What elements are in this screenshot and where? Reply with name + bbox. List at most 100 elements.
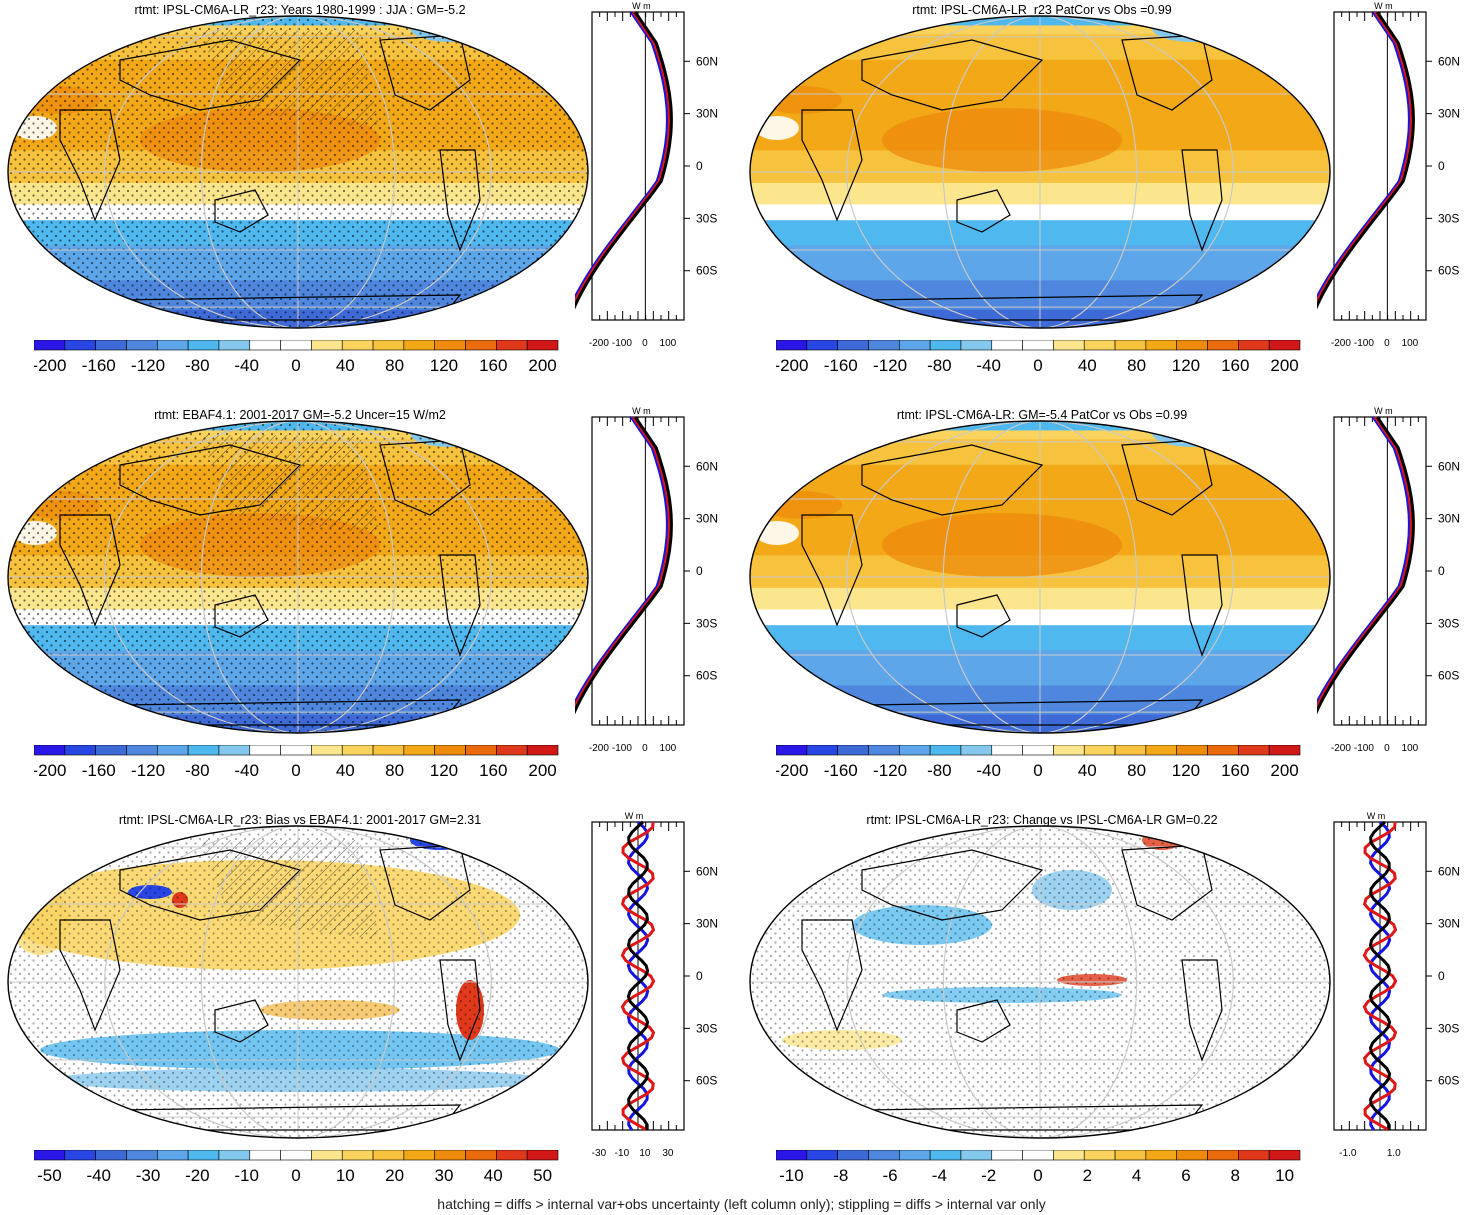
colorbar-swatch	[64, 745, 96, 756]
panel-title: rtmt: IPSL-CM6A-LR_r23: Years 1980-1999 …	[134, 3, 466, 17]
latitude-label: 60N	[696, 864, 718, 878]
colorbar-label: -30	[136, 1166, 161, 1185]
colorbar-label: -80	[185, 356, 210, 375]
colorbar-label: 80	[385, 761, 404, 780]
zonal-mean-profile: W m 60N 30N 0 30S 60S -1.0 1.0	[1333, 811, 1460, 1159]
colorbar-label: 80	[1127, 761, 1146, 780]
panel-title: rtmt: IPSL-CM6A-LR_r23: Bias vs EBAF4.1:…	[118, 813, 482, 827]
colorbar-label: 40	[336, 356, 355, 375]
latitude-label: 0	[696, 969, 703, 983]
colorbar-swatch	[991, 1150, 1023, 1161]
profile-tick-label: 0	[642, 743, 648, 754]
colorbar-swatch	[1145, 745, 1178, 756]
colorbar-swatch	[434, 340, 466, 351]
colorbar-label: 4	[1132, 1166, 1141, 1185]
colorbar-swatch	[64, 340, 96, 351]
latitude-label: 30S	[1438, 616, 1459, 630]
footnote: hatching = diffs > internal var+obs unce…	[437, 1196, 1046, 1212]
colorbar-label: 10	[1275, 1166, 1294, 1185]
profile-unit: W m	[632, 1, 651, 11]
latitude-label: 0	[1438, 159, 1445, 173]
colorbar-swatch	[1176, 1150, 1208, 1161]
profile-tick-label: 0	[1384, 743, 1390, 754]
colorbar-swatch	[1207, 745, 1239, 756]
colorbar-label: 0	[1033, 356, 1042, 375]
colorbar-label: 200	[528, 356, 556, 375]
colorbar-swatch	[280, 1150, 312, 1161]
colorbar-swatch	[1022, 745, 1054, 756]
colorbar: -10 -8 -6 -4 -2 0 2 4 6 8 10	[776, 1150, 1301, 1185]
colorbar-label: -120	[131, 761, 165, 780]
latitude-label: 60S	[696, 264, 717, 278]
colorbar-swatch	[34, 745, 66, 756]
colorbar-swatch	[249, 745, 281, 756]
colorbar-swatch	[898, 1150, 931, 1161]
colorbar-swatch	[1207, 340, 1239, 351]
colorbar-swatch	[465, 745, 497, 756]
colorbar-swatch	[806, 1150, 838, 1161]
colorbar-label: 0	[1033, 1166, 1042, 1185]
map	[7, 15, 589, 329]
profile-tick-label: -200	[1331, 743, 1351, 754]
colorbar-label: -200	[776, 761, 808, 780]
colorbar-swatch	[95, 340, 127, 351]
colorbar-label: 40	[1078, 761, 1097, 780]
colorbar: -200 -160 -120 -80 -40 0 40 80 120 160 200	[776, 340, 1301, 375]
colorbar-swatch	[1238, 1150, 1270, 1161]
colorbar-swatch	[372, 340, 405, 351]
colorbar-label: 200	[1270, 761, 1298, 780]
colorbar-label: -160	[824, 761, 858, 780]
latitude-label: 60S	[696, 1074, 717, 1088]
colorbar-swatch	[187, 1150, 220, 1161]
colorbar-swatch	[1268, 340, 1301, 351]
colorbar-swatch	[496, 340, 528, 351]
colorbar-swatch	[806, 340, 838, 351]
colorbar-swatch	[249, 1150, 281, 1161]
colorbar-label: -8	[833, 1166, 848, 1185]
colorbar-label: 0	[1033, 761, 1042, 780]
colorbar-swatch	[1176, 745, 1208, 756]
colorbar-swatch	[929, 1150, 962, 1161]
colorbar-swatch	[372, 1150, 405, 1161]
colorbar-label: 50	[533, 1166, 552, 1185]
colorbar-swatch	[434, 745, 466, 756]
colorbar-label: 120	[430, 761, 458, 780]
colorbar-label: -120	[873, 761, 907, 780]
profile-unit: W m	[1374, 406, 1393, 416]
map	[7, 825, 589, 1139]
colorbar-swatch	[1114, 1150, 1147, 1161]
colorbar-swatch	[868, 1150, 900, 1161]
colorbar-label: -20	[185, 1166, 210, 1185]
colorbar-label: 160	[479, 356, 507, 375]
colorbar-label: 2	[1083, 1166, 1092, 1185]
colorbar-label: 8	[1231, 1166, 1240, 1185]
colorbar-swatch	[465, 340, 497, 351]
latitude-label: 0	[1438, 969, 1445, 983]
colorbar-label: -200	[776, 356, 808, 375]
colorbar-swatch	[898, 745, 931, 756]
colorbar-swatch	[218, 1150, 251, 1161]
colorbar-swatch	[126, 340, 158, 351]
colorbar-swatch	[1083, 340, 1116, 351]
colorbar-label: -6	[882, 1166, 897, 1185]
colorbar-swatch	[991, 340, 1023, 351]
colorbar-swatch	[1083, 1150, 1116, 1161]
colorbar-swatch	[526, 340, 559, 351]
colorbar-label: 20	[385, 1166, 404, 1185]
colorbar-swatch	[1268, 745, 1301, 756]
colorbar-label: -40	[234, 356, 259, 375]
colorbar-swatch	[126, 745, 158, 756]
colorbar-swatch	[95, 745, 127, 756]
colorbar-swatch	[95, 1150, 127, 1161]
colorbar-swatch	[34, 340, 66, 351]
colorbar-label: -120	[873, 356, 907, 375]
colorbar-swatch	[776, 1150, 808, 1161]
latitude-label: 60S	[696, 669, 717, 683]
colorbar-label: -160	[824, 356, 858, 375]
profile-tick-label: -30	[592, 1148, 607, 1159]
colorbar-swatch	[868, 745, 900, 756]
colorbar-label: -40	[976, 761, 1001, 780]
latitude-label: 30N	[696, 107, 718, 121]
colorbar-swatch	[311, 745, 343, 756]
latitude-label: 60S	[1438, 1074, 1459, 1088]
